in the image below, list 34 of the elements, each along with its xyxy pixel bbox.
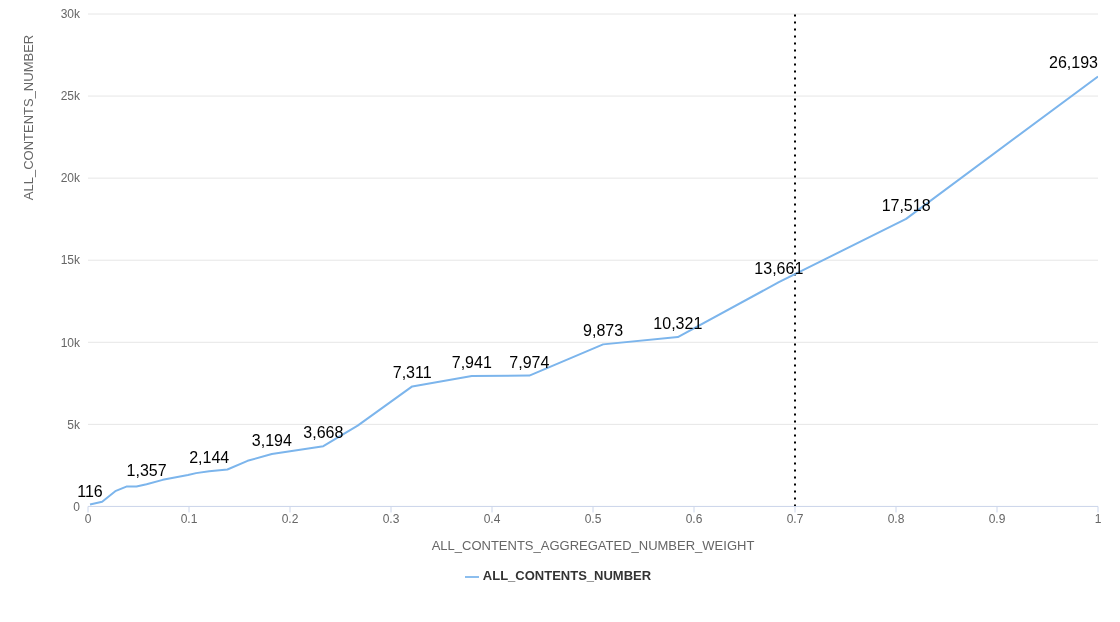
data-label: 17,518 bbox=[881, 196, 931, 214]
data-label: 116 bbox=[77, 482, 103, 500]
x-tick-label: 0.6 bbox=[685, 511, 703, 526]
data-label: 3,194 bbox=[251, 432, 292, 450]
y-tick-label: 20k bbox=[60, 171, 81, 186]
y-tick-label: 30k bbox=[60, 7, 81, 22]
x-tick-label: 0.8 bbox=[887, 511, 905, 526]
data-label: 7,311 bbox=[392, 364, 432, 382]
data-label: 9,873 bbox=[583, 322, 624, 340]
data-label: 7,941 bbox=[451, 354, 492, 372]
y-tick-label: 15k bbox=[60, 253, 81, 268]
legend-label: ALL_CONTENTS_NUMBER bbox=[482, 568, 652, 584]
x-tick-label: 0.9 bbox=[988, 511, 1006, 526]
x-tick-label: 0.1 bbox=[180, 511, 198, 526]
x-tick-label: 1 bbox=[1094, 511, 1102, 526]
x-tick-label: 0.5 bbox=[584, 511, 602, 526]
x-tick-label: 0.2 bbox=[281, 511, 299, 526]
data-label: 2,144 bbox=[189, 449, 230, 467]
x-tick-label: 0.3 bbox=[382, 511, 400, 526]
y-axis-title: ALL_CONTENTS_NUMBER bbox=[20, 34, 36, 201]
x-tick-label: 0.7 bbox=[786, 511, 804, 526]
y-tick-label: 25k bbox=[60, 89, 81, 104]
y-tick-label: 5k bbox=[67, 417, 81, 432]
data-label: 10,321 bbox=[653, 315, 703, 333]
data-label: 7,974 bbox=[509, 353, 550, 371]
data-label: 13,661 bbox=[754, 260, 804, 278]
data-label: 3,668 bbox=[303, 424, 344, 442]
x-tick-label: 0.4 bbox=[483, 511, 501, 526]
y-tick-label: 10k bbox=[60, 335, 81, 350]
y-tick-label: 0 bbox=[73, 499, 81, 514]
data-label: 1,357 bbox=[126, 462, 167, 480]
x-axis-title: ALL_CONTENTS_AGGREGATED_NUMBER_WEIGHT bbox=[431, 538, 755, 554]
x-tick-label: 0 bbox=[84, 511, 92, 526]
data-label: 26,193 bbox=[1049, 54, 1099, 72]
